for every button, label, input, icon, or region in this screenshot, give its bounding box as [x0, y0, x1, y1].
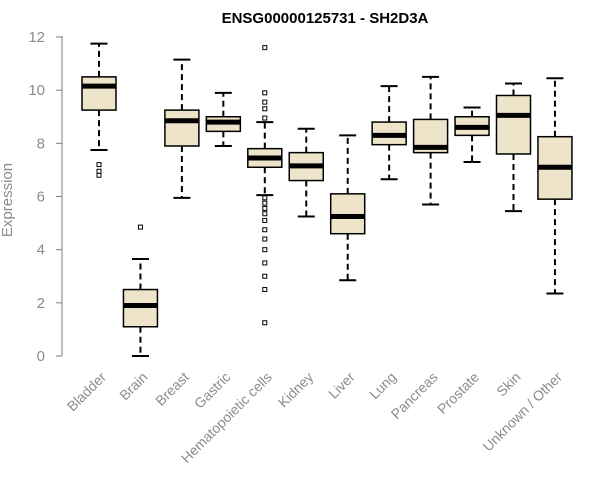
outlier-point — [262, 90, 268, 96]
box-liver — [329, 134, 366, 282]
outlier-point — [262, 195, 268, 201]
outlier-point — [262, 106, 268, 112]
iqr-box — [329, 193, 366, 235]
iqr-box — [495, 94, 532, 155]
y-axis-ticks: 0 2 4 6 8 10 12 — [28, 29, 62, 365]
outlier-point — [262, 115, 268, 121]
boxes — [81, 42, 573, 357]
outlier-point — [262, 99, 268, 105]
outlier-point — [262, 236, 268, 242]
box-hematopoietic-cells — [247, 45, 283, 326]
box-lung — [371, 85, 407, 181]
x-tick-label: Bladder — [64, 369, 110, 415]
x-tick-label: Liver — [325, 369, 358, 402]
y-tick-label: 12 — [28, 29, 45, 46]
box-bladder — [81, 42, 117, 178]
iqr-box — [122, 288, 159, 328]
outlier-point — [262, 200, 268, 206]
y-tick-label: 4 — [37, 242, 45, 259]
x-tick-label: Skin — [493, 369, 524, 400]
iqr-box — [164, 109, 200, 147]
outlier-point — [262, 260, 268, 266]
outlier-point — [262, 205, 268, 211]
y-axis-label: Expression — [0, 163, 16, 237]
y-tick-label: 0 — [37, 348, 45, 365]
x-tick-label: Kidney — [275, 369, 317, 411]
outlier-point — [262, 320, 268, 326]
outlier-point — [262, 211, 268, 217]
outlier-point — [262, 217, 268, 223]
box-prostate — [454, 106, 490, 163]
outlier-point — [96, 172, 102, 178]
x-tick-label: Lung — [366, 369, 399, 402]
y-tick-label: 6 — [37, 189, 45, 206]
y-tick-label: 8 — [37, 135, 45, 152]
box-skin — [495, 82, 532, 213]
outlier-point — [96, 168, 102, 174]
x-tick-label: Prostate — [434, 369, 482, 417]
box-gastric — [205, 91, 242, 147]
y-tick-label: 2 — [37, 295, 45, 312]
y-tick-label: 10 — [28, 82, 45, 99]
outlier-point — [262, 247, 268, 253]
outlier-point — [262, 227, 268, 233]
outlier-point — [262, 287, 268, 293]
x-tick-label: Breast — [152, 369, 192, 409]
outlier-point — [96, 162, 102, 168]
box-kidney — [288, 127, 324, 218]
box-brain — [122, 224, 159, 357]
box-pancreas — [412, 75, 449, 206]
outlier-point — [262, 273, 268, 279]
outlier-point — [262, 45, 268, 51]
box-breast — [164, 58, 200, 199]
iqr-box — [81, 76, 117, 111]
x-tick-label: Brain — [116, 369, 150, 403]
x-tick-label: Unknown / Other — [479, 369, 565, 455]
chart-title: ENSG00000125731 - SH2D3A — [222, 10, 429, 27]
box-unknown-other — [537, 77, 573, 295]
outlier-point — [137, 224, 143, 230]
